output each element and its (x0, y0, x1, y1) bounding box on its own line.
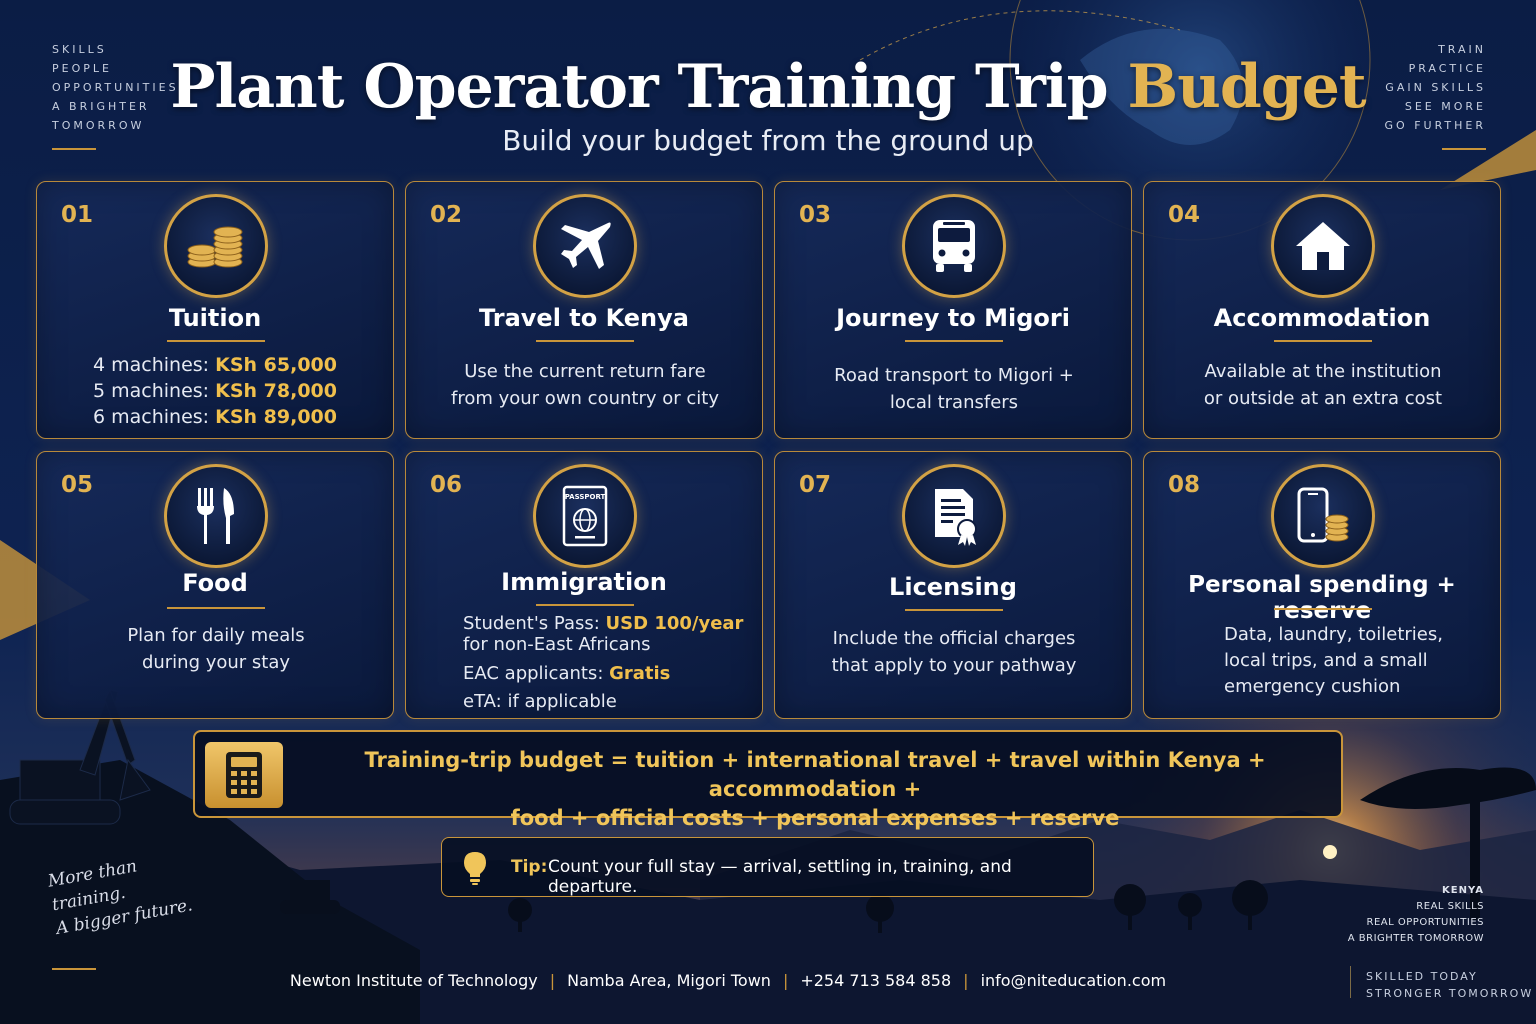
card-number: 01 (61, 202, 94, 228)
student-pass-line: Student's Pass: USD 100/year (463, 613, 744, 634)
title-underline (536, 604, 634, 606)
card-title: Travel to Kenya (479, 304, 689, 332)
footer-email[interactable]: info@niteducation.com (980, 971, 1167, 990)
tagline-word: PEOPLE (52, 62, 112, 75)
bottom-left-gold-dash (52, 968, 96, 970)
card-title: Licensing (889, 573, 1017, 601)
card-title: Journey to Migori (836, 304, 1070, 332)
left-tagline: SKILLS PEOPLE OPPORTUNITIES A BRIGHTER T… (52, 40, 179, 135)
card-travel-to-kenya: 02 Travel to Kenya Use the current retur… (405, 181, 763, 439)
card-title: Accommodation (1213, 304, 1431, 332)
card-description: Plan for daily meals during your stay (127, 625, 305, 673)
title-underline (1274, 608, 1372, 610)
lightbulb-icon (462, 850, 488, 890)
tagline-word: SKILLS (52, 43, 107, 56)
bus-icon (902, 194, 1006, 298)
title-underline (905, 340, 1003, 342)
card-description: Available at the institution or outside a… (1203, 361, 1443, 409)
tip-label: Tip: (511, 857, 548, 877)
page-subtitle: Build your budget from the ground up (502, 124, 1034, 157)
title-underline (167, 340, 265, 342)
passport-icon: PASSPORT (533, 464, 637, 568)
card-accommodation: 04 Accommodation Available at the instit… (1143, 181, 1501, 439)
card-description: Use the current return fare from your own… (451, 361, 719, 409)
calculator-icon (205, 742, 283, 808)
card-number: 06 (430, 472, 463, 498)
title-underline (905, 609, 1003, 611)
card-tuition: 01 Tuition 4 machines: KSh 65,000 5 mach… (36, 181, 394, 439)
right-tagline: TRAIN PRACTICE GAIN SKILLS SEE MORE GO F… (1385, 40, 1486, 135)
tagline-word: A BRIGHTER (52, 100, 150, 113)
title-underline (536, 340, 634, 342)
tip-text: Count your full stay — arrival, settling… (548, 857, 1012, 897)
footer-location: Namba Area, Migori Town (567, 971, 771, 990)
passport-icon-label: PASSPORT (565, 493, 606, 501)
eta-line: eTA: if applicable (463, 691, 617, 712)
card-title: Food (182, 569, 248, 597)
tagline-word: GAIN SKILLS (1385, 81, 1486, 94)
tagline-word: TOMORROW (52, 119, 145, 132)
footer-phone[interactable]: +254 713 584 858 (800, 971, 952, 990)
phone-coins-icon (1271, 464, 1375, 568)
tuition-price-list: 4 machines: KSh 65,000 5 machines: KSh 7… (37, 352, 393, 430)
budget-formula-bar: Training-trip budget = tuition + interna… (193, 730, 1343, 830)
card-description: Road transport to Migori + local transfer… (834, 365, 1074, 413)
card-immigration: 06 PASSPORT Immigration Student's Pass: … (405, 451, 763, 719)
card-journey-to-migori: 03 Journey to Migori Road transport to M… (774, 181, 1132, 439)
card-food: 05 Food Plan for daily meals during your … (36, 451, 394, 719)
tuition-line: 6 machines: KSh 89,000 (93, 406, 337, 428)
tagline-word: OPPORTUNITIES (52, 81, 179, 94)
card-personal-spending: 08 Personal spending + reserve Data, lau… (1143, 451, 1501, 719)
tip-box: Tip: Count your full stay — arrival, set… (441, 837, 1094, 897)
title-underline (1274, 340, 1372, 342)
tagline-word: PRACTICE (1408, 62, 1486, 75)
card-title: Immigration (501, 568, 667, 596)
tagline-word: SEE MORE (1404, 100, 1486, 113)
page-title: Plant Operator Training Trip Budget (170, 52, 1366, 122)
footer-contact: Newton Institute of Technology | Namba Are… (289, 971, 1167, 990)
airplane-icon (533, 194, 637, 298)
formula-text: Training-trip budget = tuition + interna… (364, 748, 1266, 830)
card-description: Include the official charges that apply t… (831, 628, 1077, 676)
card-description: Data, laundry, toiletries, local trips, a… (1224, 624, 1443, 697)
left-gold-dash (52, 148, 96, 150)
card-title: Personal spending + reserve (1188, 572, 1456, 624)
fork-knife-icon (164, 464, 268, 568)
eac-line: EAC applicants: Gratis (463, 663, 671, 684)
card-number: 03 (799, 202, 832, 228)
tagline-word: TRAIN (1438, 43, 1486, 56)
card-licensing: 07 Licensing Include the official charge… (774, 451, 1132, 719)
title-underline (167, 607, 265, 609)
title-accent: Budget (1127, 52, 1366, 122)
skilled-tagline: SKILLED TODAY STRONGER TOMORROW (1366, 970, 1534, 1000)
footer-divider (1350, 966, 1351, 998)
house-icon (1271, 194, 1375, 298)
tuition-line: 4 machines: KSh 65,000 (93, 354, 337, 376)
card-number: 04 (1168, 202, 1201, 228)
immigration-details: Student's Pass: USD 100/year for non-Eas… (463, 612, 743, 714)
footer-institute: Newton Institute of Technology (289, 971, 538, 990)
card-title: Tuition (168, 304, 262, 332)
card-number: 05 (61, 472, 94, 498)
card-number: 08 (1168, 472, 1201, 498)
kenya-tagline: KENYA REAL SKILLS REAL OPPORTUNITIES A B… (1347, 885, 1484, 944)
coins-icon (164, 194, 268, 298)
card-number: 02 (430, 202, 463, 228)
tagline-word: GO FURTHER (1384, 119, 1486, 132)
right-gold-dash (1442, 148, 1486, 150)
certificate-icon (902, 464, 1006, 568)
student-pass-note: for non-East Africans (463, 634, 651, 655)
card-number: 07 (799, 472, 832, 498)
tuition-line: 5 machines: KSh 78,000 (93, 380, 337, 402)
